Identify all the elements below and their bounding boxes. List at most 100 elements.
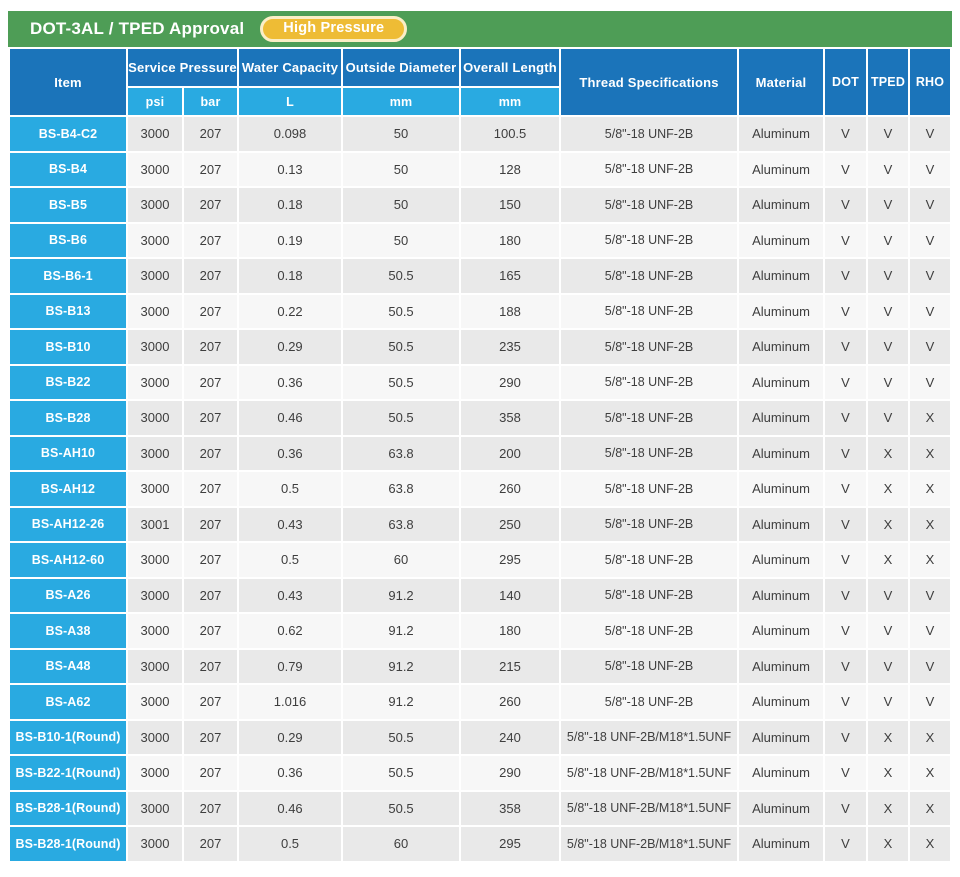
- thread-spec-cell: 5/8"-18 UNF-2B: [561, 294, 738, 328]
- table-row: BS-B13 3000 207 0.22 50.5 188 5/8"-18 UN…: [10, 294, 951, 328]
- psi-cell: 3000: [128, 152, 182, 186]
- psi-cell: 3000: [128, 188, 182, 222]
- psi-cell: 3000: [128, 401, 182, 435]
- item-cell: BS-B28-1(Round): [10, 791, 126, 825]
- psi-cell: 3000: [128, 294, 182, 328]
- col-header-thread-specifications: Thread Specifications: [561, 49, 738, 115]
- tped-cell: V: [868, 223, 909, 257]
- rho-cell: V: [910, 578, 951, 612]
- material-cell: Aluminum: [739, 791, 824, 825]
- psi-cell: 3000: [128, 649, 182, 683]
- overall-length-cell: 295: [461, 827, 560, 861]
- thread-spec-cell: 5/8"-18 UNF-2B: [561, 472, 738, 506]
- col-header-dot: DOT: [825, 49, 867, 115]
- dot-cell: V: [825, 720, 867, 754]
- overall-length-cell: 180: [461, 614, 560, 648]
- material-cell: Aluminum: [739, 578, 824, 612]
- tped-cell: X: [868, 756, 909, 790]
- water-capacity-cell: 0.13: [239, 152, 342, 186]
- rho-cell: X: [910, 543, 951, 577]
- tped-cell: V: [868, 401, 909, 435]
- water-capacity-cell: 0.5: [239, 827, 342, 861]
- psi-cell: 3000: [128, 436, 182, 470]
- bar-cell: 207: [184, 117, 238, 151]
- rho-cell: V: [910, 614, 951, 648]
- overall-length-cell: 235: [461, 330, 560, 364]
- item-cell: BS-B5: [10, 188, 126, 222]
- outside-diameter-cell: 63.8: [343, 507, 460, 541]
- table-row: BS-AH12 3000 207 0.5 63.8 260 5/8"-18 UN…: [10, 472, 951, 506]
- col-header-rho: RHO: [910, 49, 951, 115]
- table-row: BS-B22-1(Round) 3000 207 0.36 50.5 290 5…: [10, 756, 951, 790]
- dot-cell: V: [825, 791, 867, 825]
- bar-cell: 207: [184, 152, 238, 186]
- table-row: BS-B28-1(Round) 3000 207 0.5 60 295 5/8"…: [10, 827, 951, 861]
- rho-cell: X: [910, 791, 951, 825]
- item-cell: BS-B28: [10, 401, 126, 435]
- table-row: BS-B4 3000 207 0.13 50 128 5/8"-18 UNF-2…: [10, 152, 951, 186]
- bar-cell: 207: [184, 330, 238, 364]
- thread-spec-cell: 5/8"-18 UNF-2B: [561, 365, 738, 399]
- tped-cell: V: [868, 117, 909, 151]
- col-header-water-capacity: Water Capacity: [239, 49, 342, 86]
- dot-cell: V: [825, 259, 867, 293]
- water-capacity-cell: 0.79: [239, 649, 342, 683]
- bar-cell: 207: [184, 685, 238, 719]
- item-cell: BS-AH10: [10, 436, 126, 470]
- bar-cell: 207: [184, 436, 238, 470]
- water-capacity-cell: 0.43: [239, 578, 342, 612]
- material-cell: Aluminum: [739, 188, 824, 222]
- table-row: BS-B28-1(Round) 3000 207 0.46 50.5 358 5…: [10, 791, 951, 825]
- rho-cell: V: [910, 152, 951, 186]
- tped-cell: X: [868, 543, 909, 577]
- outside-diameter-cell: 50.5: [343, 365, 460, 399]
- outside-diameter-cell: 91.2: [343, 614, 460, 648]
- tped-cell: X: [868, 472, 909, 506]
- overall-length-cell: 200: [461, 436, 560, 470]
- thread-spec-cell: 5/8"-18 UNF-2B: [561, 188, 738, 222]
- outside-diameter-cell: 91.2: [343, 685, 460, 719]
- table-row: BS-A26 3000 207 0.43 91.2 140 5/8"-18 UN…: [10, 578, 951, 612]
- overall-length-cell: 260: [461, 685, 560, 719]
- water-capacity-cell: 0.5: [239, 543, 342, 577]
- dot-cell: V: [825, 330, 867, 364]
- sub-header-l: L: [239, 88, 342, 115]
- rho-cell: V: [910, 685, 951, 719]
- outside-diameter-cell: 50.5: [343, 330, 460, 364]
- bar-cell: 207: [184, 649, 238, 683]
- rho-cell: X: [910, 436, 951, 470]
- tped-cell: X: [868, 827, 909, 861]
- material-cell: Aluminum: [739, 472, 824, 506]
- table-row: BS-AH12-60 3000 207 0.5 60 295 5/8"-18 U…: [10, 543, 951, 577]
- psi-cell: 3001: [128, 507, 182, 541]
- material-cell: Aluminum: [739, 827, 824, 861]
- overall-length-cell: 128: [461, 152, 560, 186]
- table-row: BS-B10-1(Round) 3000 207 0.29 50.5 240 5…: [10, 720, 951, 754]
- water-capacity-cell: 0.36: [239, 436, 342, 470]
- rho-cell: X: [910, 756, 951, 790]
- table-row: BS-AH12-26 3001 207 0.43 63.8 250 5/8"-1…: [10, 507, 951, 541]
- outside-diameter-cell: 63.8: [343, 436, 460, 470]
- item-cell: BS-B10-1(Round): [10, 720, 126, 754]
- overall-length-cell: 215: [461, 649, 560, 683]
- material-cell: Aluminum: [739, 117, 824, 151]
- material-cell: Aluminum: [739, 294, 824, 328]
- bar-cell: 207: [184, 294, 238, 328]
- dot-cell: V: [825, 294, 867, 328]
- thread-spec-cell: 5/8"-18 UNF-2B: [561, 649, 738, 683]
- item-cell: BS-B22-1(Round): [10, 756, 126, 790]
- outside-diameter-cell: 50.5: [343, 756, 460, 790]
- thread-spec-cell: 5/8"-18 UNF-2B: [561, 436, 738, 470]
- item-cell: BS-B10: [10, 330, 126, 364]
- outside-diameter-cell: 50.5: [343, 294, 460, 328]
- material-cell: Aluminum: [739, 756, 824, 790]
- outside-diameter-cell: 60: [343, 543, 460, 577]
- material-cell: Aluminum: [739, 543, 824, 577]
- spec-table: Item Service Pressure Water Capacity Out…: [8, 47, 953, 863]
- dot-cell: V: [825, 188, 867, 222]
- water-capacity-cell: 0.29: [239, 330, 342, 364]
- rho-cell: V: [910, 294, 951, 328]
- dot-cell: V: [825, 117, 867, 151]
- bar-cell: 207: [184, 472, 238, 506]
- outside-diameter-cell: 60: [343, 827, 460, 861]
